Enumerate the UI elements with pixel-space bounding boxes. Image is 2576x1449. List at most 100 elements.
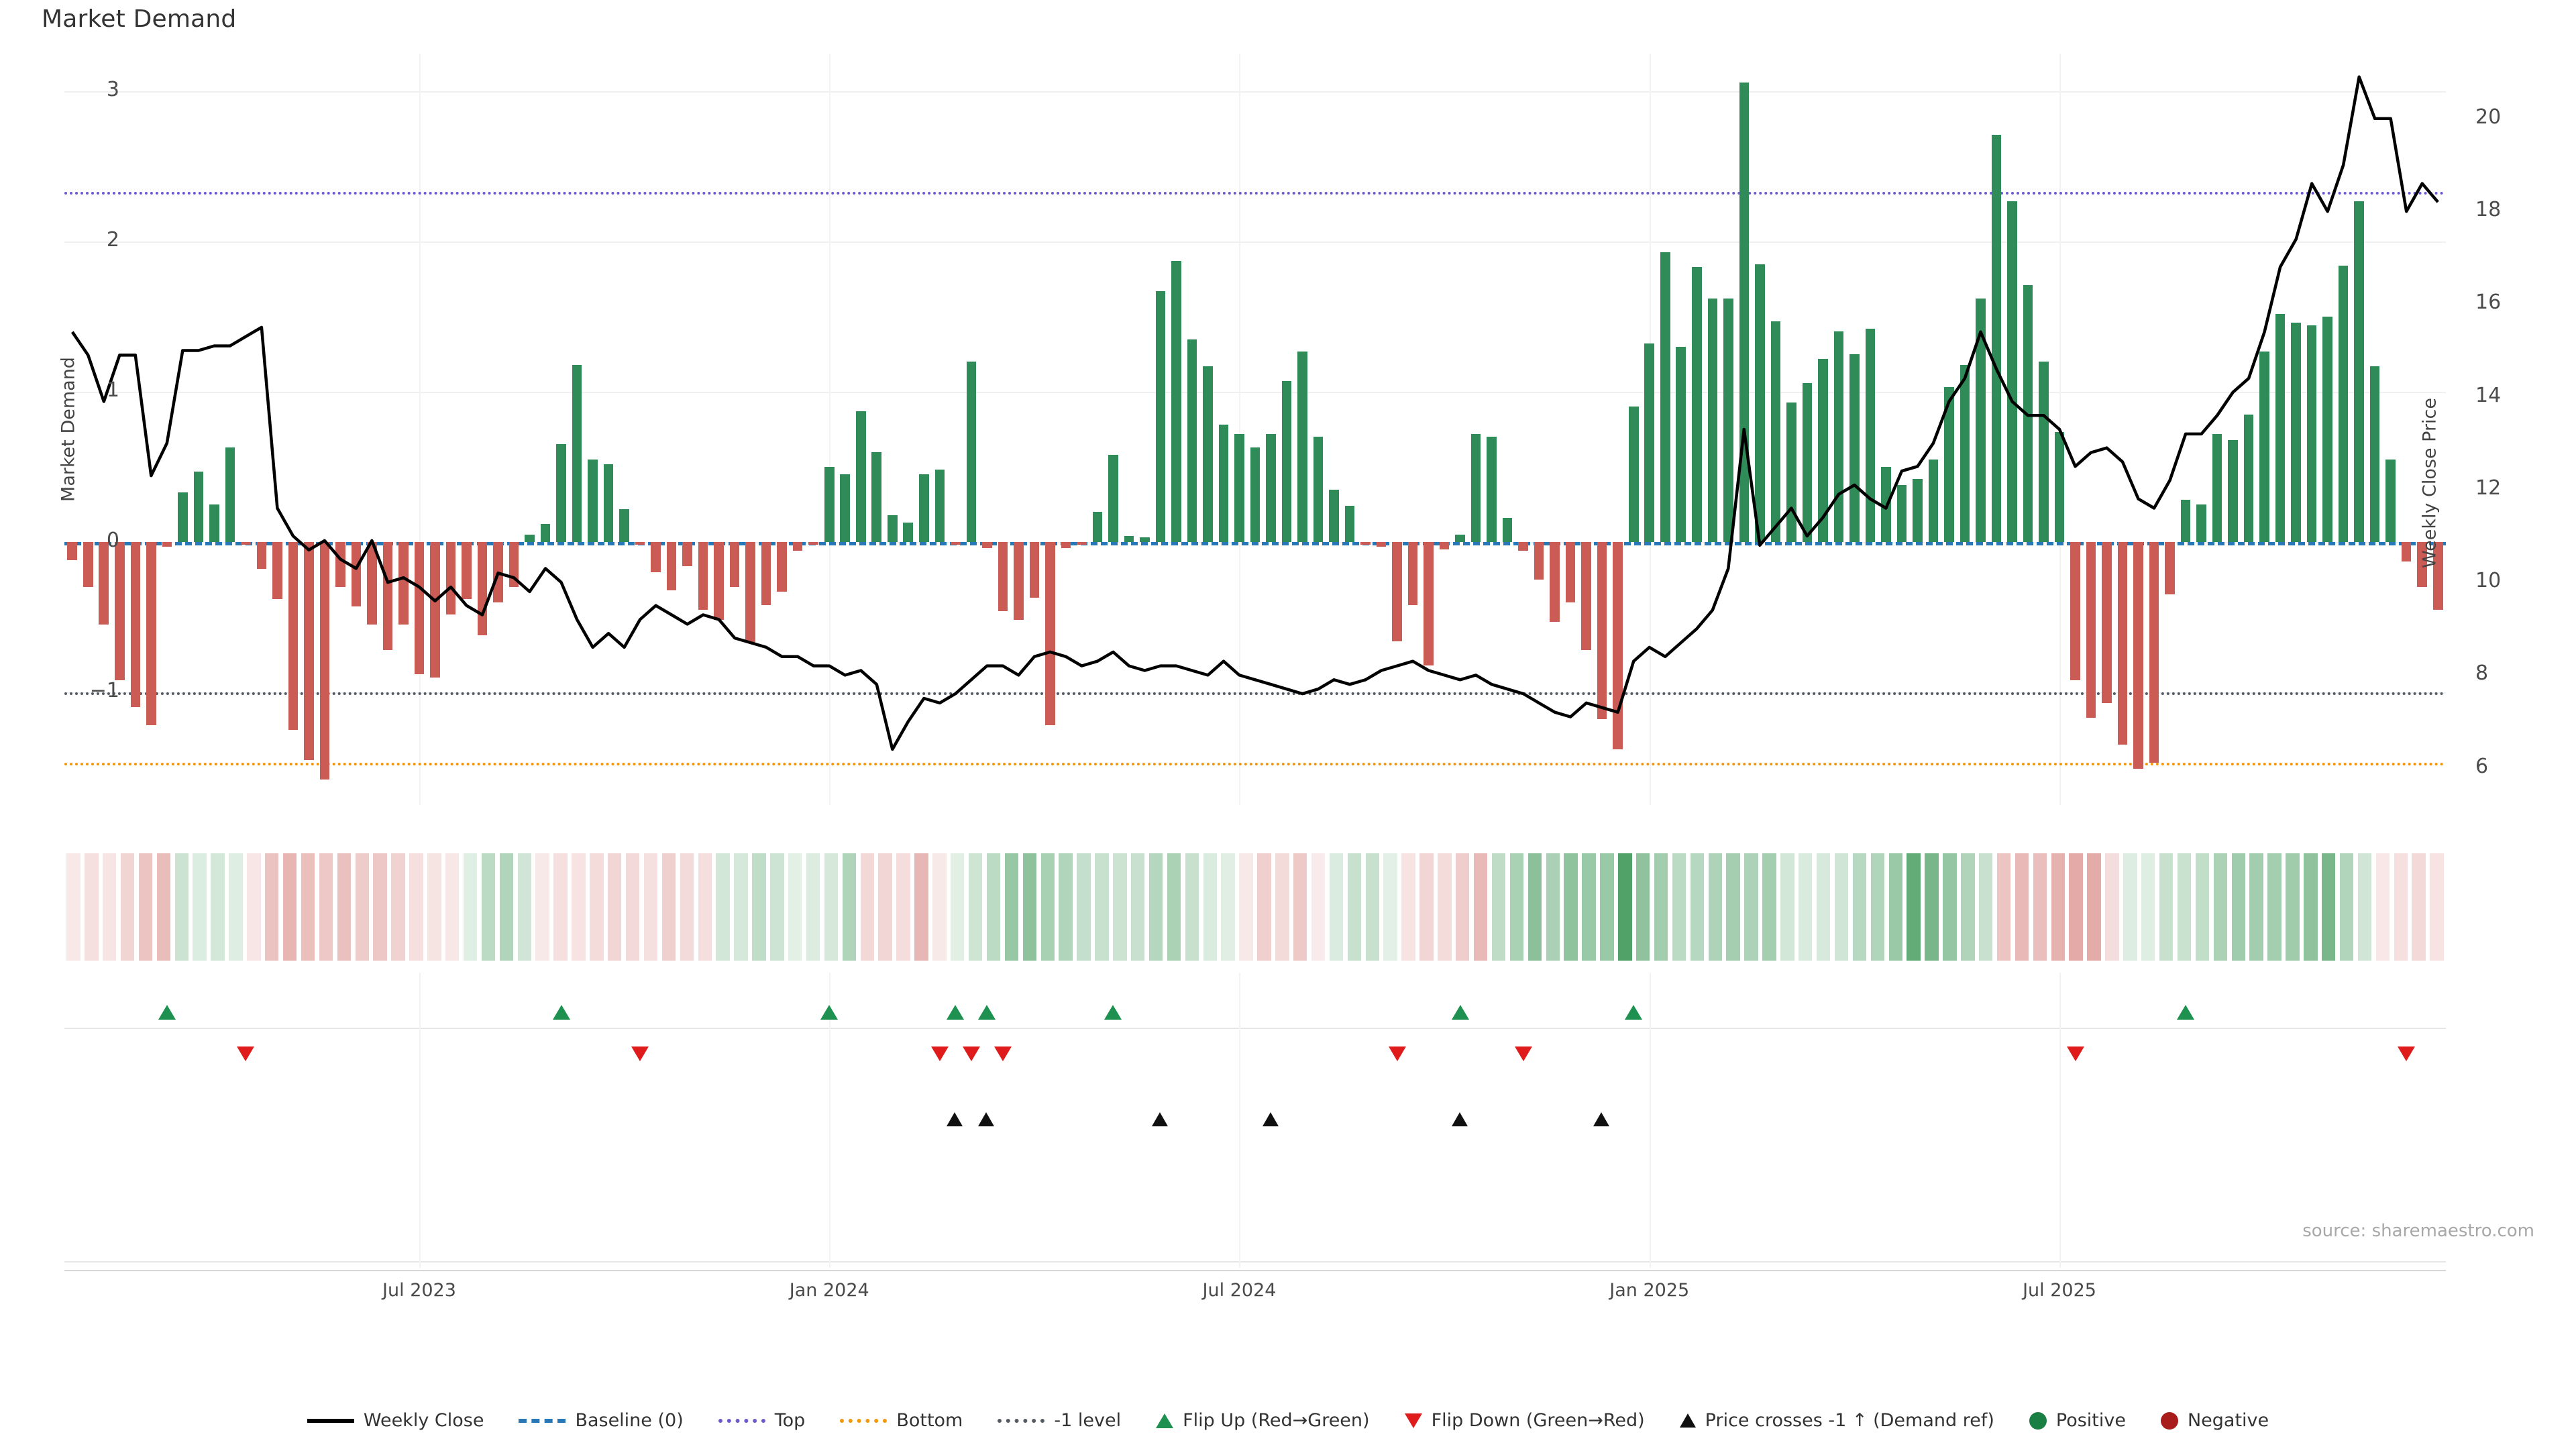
flip-up-marker (1104, 1005, 1122, 1020)
heat-cell (1293, 853, 1307, 961)
demand-bar (1707, 299, 1718, 542)
legend-item[interactable]: -1 level (998, 1410, 1121, 1431)
demand-bar (2369, 366, 2380, 542)
legend-item[interactable]: Bottom (840, 1410, 963, 1431)
demand-bar (288, 542, 299, 730)
demand-bar (572, 364, 582, 542)
heat-cell (860, 853, 874, 961)
heat-cell (337, 853, 352, 961)
demand-bar (1281, 381, 1292, 542)
demand-bar (351, 542, 362, 607)
reference-line-1-level (64, 692, 2446, 695)
heat-cell (193, 853, 207, 961)
heat-cell (2375, 853, 2390, 961)
demand-bar (2338, 265, 2349, 542)
heat-cell (355, 853, 369, 961)
legend-item[interactable]: Weekly Close (307, 1410, 484, 1431)
demand-bar (1913, 478, 1923, 542)
demand-bar (162, 542, 172, 547)
legend-item[interactable]: Negative (2160, 1410, 2269, 1431)
heat-cell (409, 853, 423, 961)
flip-down-marker (962, 1046, 980, 1061)
demand-bar (1014, 542, 1024, 621)
demand-bar (2149, 542, 2159, 763)
heat-cell (2394, 853, 2408, 961)
marker-row-divider (64, 1261, 2446, 1263)
heat-cell (2231, 853, 2245, 961)
demand-bar (1723, 299, 1733, 542)
legend-item[interactable]: Top (718, 1410, 806, 1431)
demand-bar (1203, 366, 1213, 542)
heat-cell (1239, 853, 1253, 961)
heat-cell (1329, 853, 1344, 961)
legend-label: Top (774, 1410, 806, 1431)
heat-cell (2357, 853, 2372, 961)
heat-cell (1130, 853, 1145, 961)
y-axis-right-tick: 12 (2475, 476, 2502, 500)
heat-cell (1888, 853, 1902, 961)
demand-bar (2243, 414, 2254, 542)
flip-up-marker (2177, 1005, 2195, 1020)
demand-bar (2007, 201, 2017, 542)
flip-down-marker (1388, 1046, 1406, 1061)
heat-cell (1961, 853, 1975, 961)
legend-item[interactable]: Flip Down (Green→Red) (1404, 1410, 1645, 1431)
heat-cell (1925, 853, 1939, 961)
heat-cell (229, 853, 243, 961)
heat-cell (2177, 853, 2192, 961)
demand-bar (2133, 542, 2143, 769)
demand-bar (824, 467, 835, 542)
heat-cell (1275, 853, 1289, 961)
demand-bar (445, 542, 456, 614)
heat-cell (698, 853, 712, 961)
heat-cell (2069, 853, 2083, 961)
demand-bar (966, 362, 977, 542)
demand-bar (462, 542, 472, 600)
demand-bar (651, 542, 661, 572)
legend-item[interactable]: Price crosses -1 ↑ (Demand ref) (1679, 1410, 1994, 1431)
heat-cell (2123, 853, 2137, 961)
demand-bar (871, 451, 882, 542)
heat-cell (1978, 853, 1993, 961)
heat-cell (896, 853, 910, 961)
x-axis-tick: Jul 2023 (382, 1280, 456, 1301)
y-axis-right-tick: 8 (2475, 661, 2489, 686)
demand-bar (1849, 354, 1860, 542)
heat-cell (752, 853, 766, 961)
heat-cell (1473, 853, 1488, 961)
marker-x-gridline (1649, 973, 1651, 1268)
demand-bar (193, 471, 204, 542)
heat-cell (788, 853, 802, 961)
heat-cell (103, 853, 117, 961)
legend-item[interactable]: Baseline (0) (519, 1410, 684, 1431)
heat-cell (1347, 853, 1362, 961)
circle-icon (2029, 1411, 2047, 1430)
heat-cell (2195, 853, 2210, 961)
heat-cell (1546, 853, 1560, 961)
demand-bar (272, 542, 282, 600)
demand-bar (777, 542, 787, 592)
demand-bar (2432, 542, 2443, 610)
heat-cell (932, 853, 947, 961)
circle-icon (2160, 1411, 2178, 1430)
heat-cell (2051, 853, 2065, 961)
heat-cell (535, 853, 549, 961)
heat-cell (1834, 853, 1849, 961)
legend-label: -1 level (1054, 1410, 1122, 1431)
demand-bar (2322, 317, 2332, 542)
legend-item[interactable]: Flip Up (Red→Green) (1156, 1410, 1370, 1431)
triangle-down-red-icon (1404, 1413, 1422, 1428)
legend-item[interactable]: Positive (2029, 1410, 2126, 1431)
price-cross-marker (978, 1112, 995, 1126)
heat-cell (1762, 853, 1776, 961)
heat-cell (2430, 853, 2444, 961)
heat-cell (1419, 853, 1434, 961)
demand-bar (1755, 264, 1765, 542)
heat-cell (1943, 853, 1957, 961)
demand-bar (1344, 506, 1355, 542)
demand-bar (525, 534, 535, 542)
demand-bar (398, 542, 409, 625)
heat-cell (2286, 853, 2300, 961)
demand-bar (1487, 437, 1497, 542)
